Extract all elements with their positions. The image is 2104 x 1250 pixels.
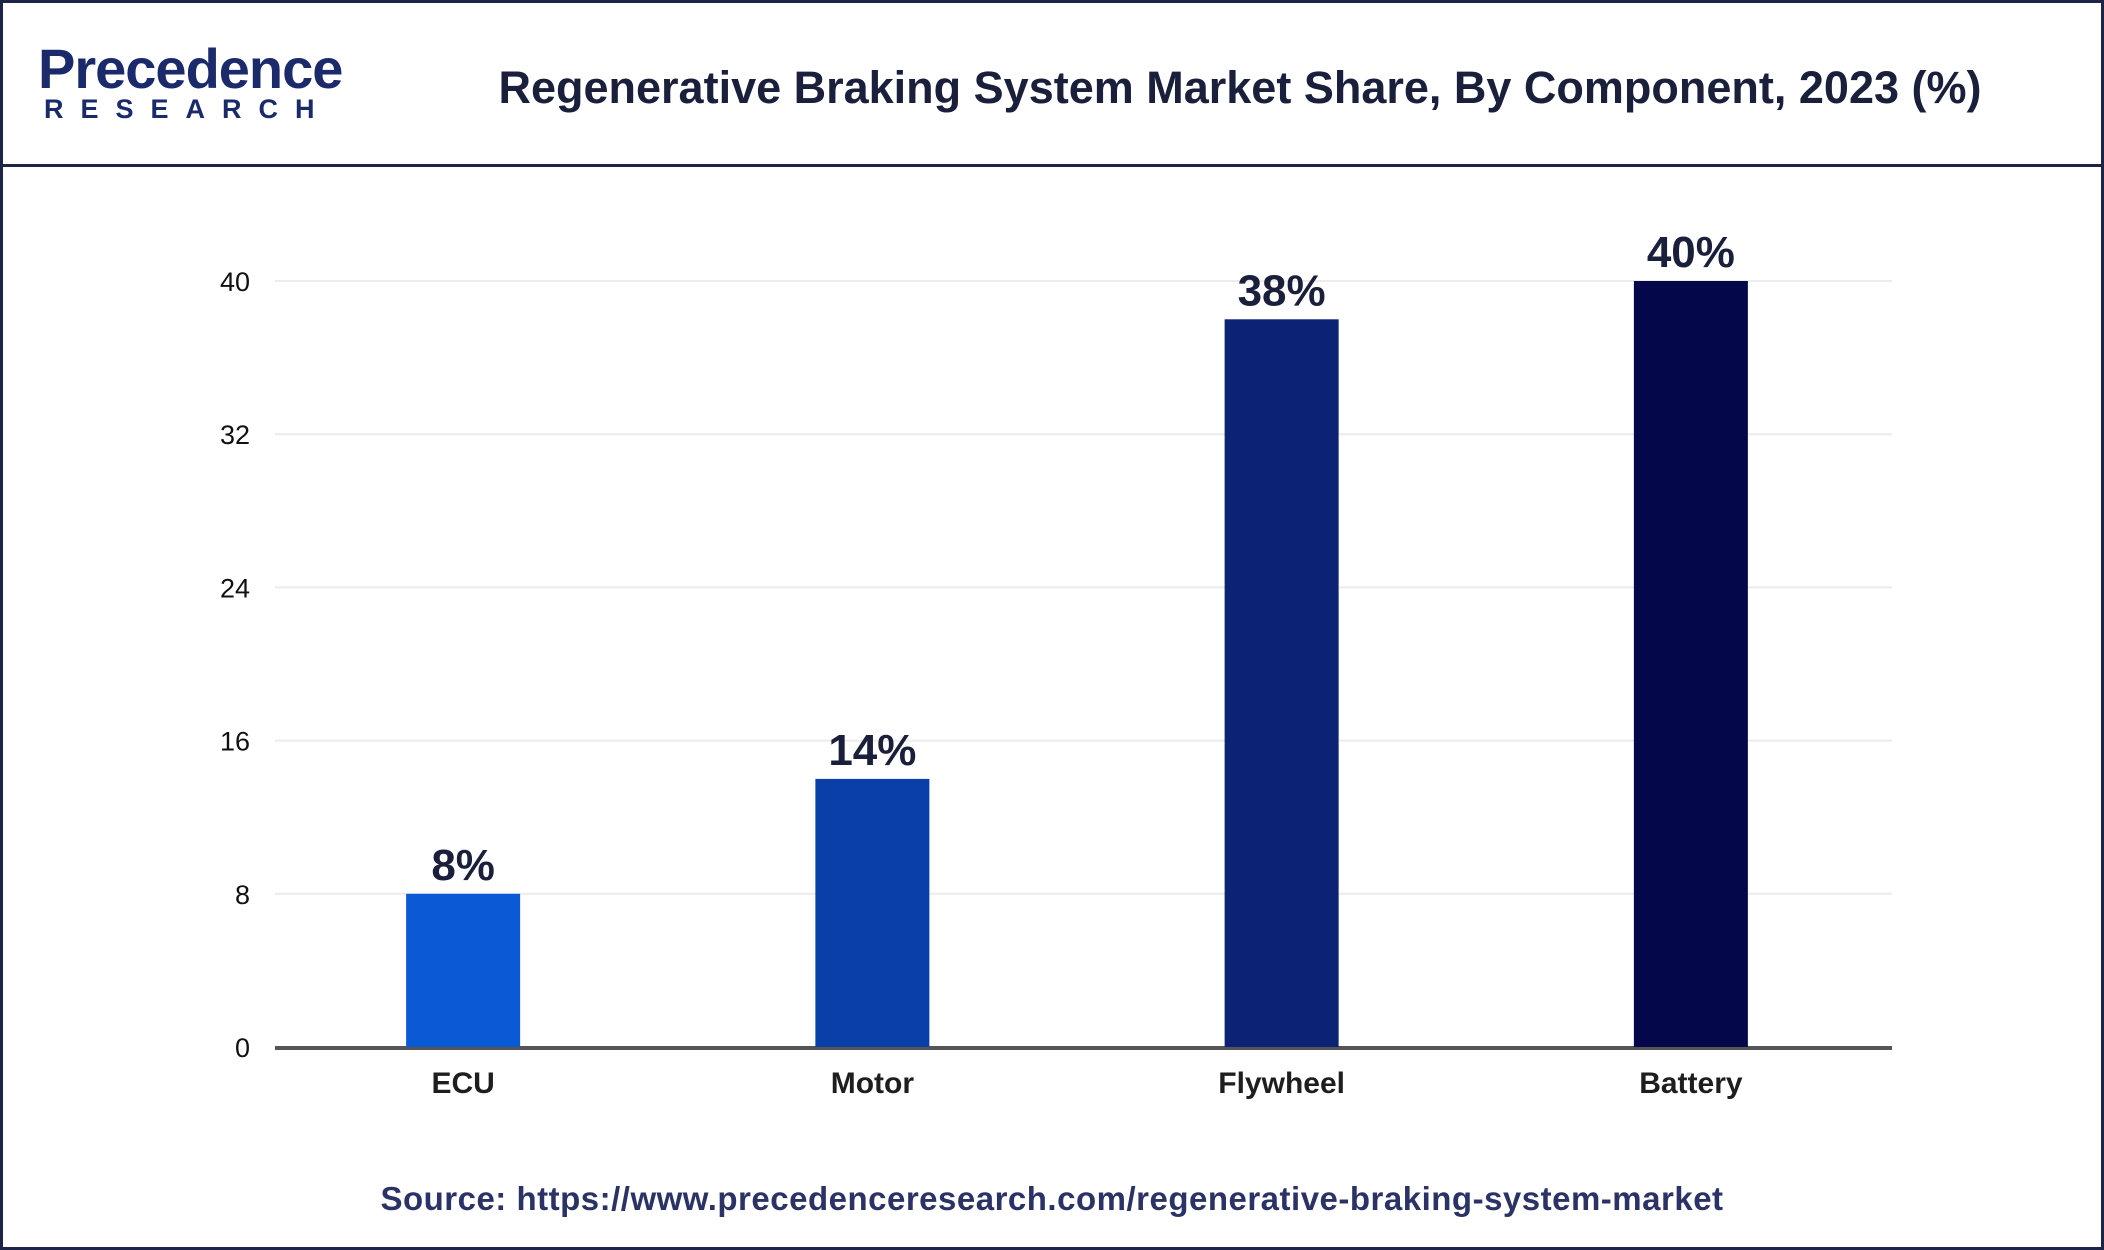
- x-tick-label: Battery: [1639, 1067, 1743, 1100]
- y-tick-label: 8: [235, 880, 250, 910]
- bars-layer: [406, 281, 1748, 1047]
- chart-title: Regenerative Braking System Market Share…: [498, 62, 1982, 113]
- bar-ecu: [406, 893, 521, 1047]
- bar-flywheel: [1224, 319, 1339, 1047]
- bar-chart: 0 8 16 24 32 40 8% ECU 14% Motor 38% Flywheel 40% Bat…: [220, 228, 1892, 1100]
- labels-layer: 0 8 16 24 32 40 8% ECU 14% Motor 38% Flywheel 40% Bat…: [220, 228, 1743, 1100]
- x-tick-label: ECU: [431, 1067, 494, 1100]
- data-label: 8%: [431, 841, 495, 890]
- bar-motor: [815, 778, 930, 1047]
- y-tick-label: 32: [220, 420, 250, 450]
- data-label: 40%: [1647, 228, 1735, 277]
- data-label: 38%: [1238, 266, 1326, 315]
- data-label: 14%: [828, 726, 916, 775]
- bar-battery: [1633, 281, 1748, 1047]
- logo: Precedence RESEARCH: [38, 36, 343, 126]
- y-tick-label: 24: [220, 573, 250, 603]
- y-tick-label: 16: [220, 727, 250, 757]
- header: Precedence RESEARCH Regenerative Braking…: [0, 0, 2104, 167]
- logo-main-text: Precedence: [38, 37, 343, 100]
- grid-layer: [275, 280, 1892, 1050]
- y-tick-label: 40: [220, 267, 250, 297]
- y-tick-label: 0: [235, 1033, 250, 1063]
- logo-sub-text: RESEARCH: [44, 94, 332, 124]
- x-tick-label: Motor: [831, 1067, 915, 1100]
- x-tick-label: Flywheel: [1218, 1067, 1345, 1100]
- source-note: Source: https://www.precedenceresearch.c…: [380, 1180, 1724, 1217]
